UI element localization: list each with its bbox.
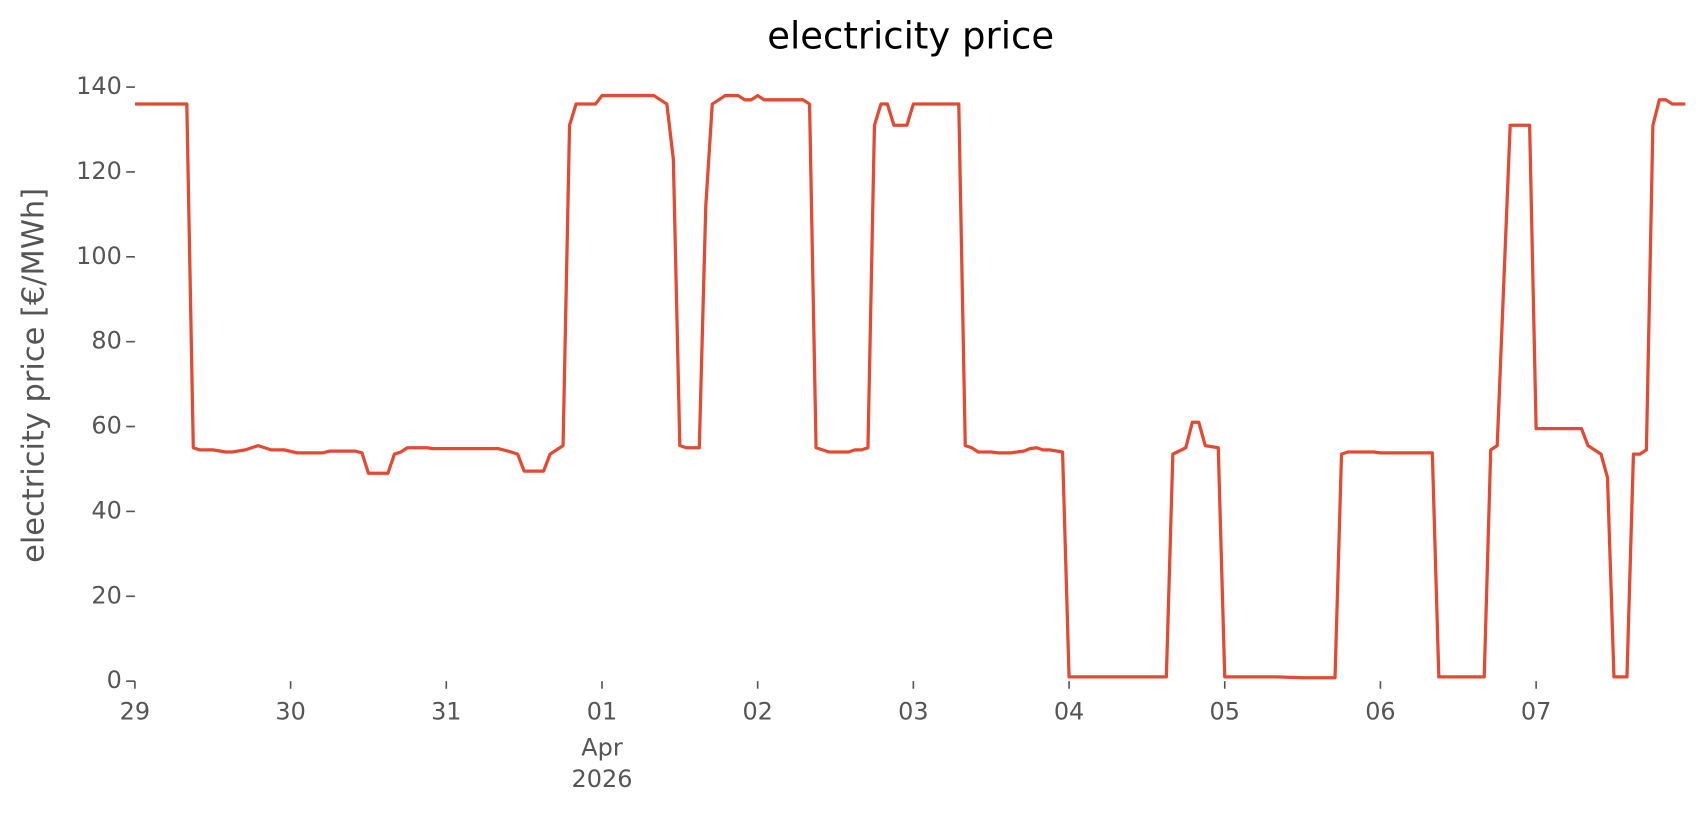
y-tick-label: 120 bbox=[76, 157, 122, 185]
x-tick-label: 02 bbox=[742, 698, 772, 726]
y-tick-label: 60 bbox=[91, 412, 121, 440]
y-tick-label: 80 bbox=[91, 327, 121, 355]
x-tick-label: 04 bbox=[1054, 698, 1084, 726]
x-tick-label: 05 bbox=[1210, 698, 1240, 726]
x-tick-label: 29 bbox=[120, 698, 150, 726]
y-tick-label: 20 bbox=[91, 581, 121, 609]
price-line bbox=[134, 93, 1686, 680]
y-tick-label: 100 bbox=[76, 242, 122, 270]
x-tick-label: 07 bbox=[1521, 698, 1551, 726]
x-tick-label: 03 bbox=[898, 698, 928, 726]
y-axis-label: electricity price [€/MWh] bbox=[16, 188, 51, 563]
chart-title: electricity price bbox=[767, 15, 1054, 58]
x-tick-label: 06 bbox=[1365, 698, 1395, 726]
x-tick-sublabel: Apr bbox=[581, 734, 623, 762]
x-tick-label: 31 bbox=[431, 698, 461, 726]
x-tick-label: 01 bbox=[587, 698, 617, 726]
y-tick-label: 40 bbox=[91, 496, 121, 524]
x-tick-sublabel: 2026 bbox=[572, 765, 633, 793]
x-tick-label: 30 bbox=[275, 698, 305, 726]
y-tick-label: 0 bbox=[107, 666, 122, 694]
y-tick-label: 140 bbox=[76, 72, 122, 100]
